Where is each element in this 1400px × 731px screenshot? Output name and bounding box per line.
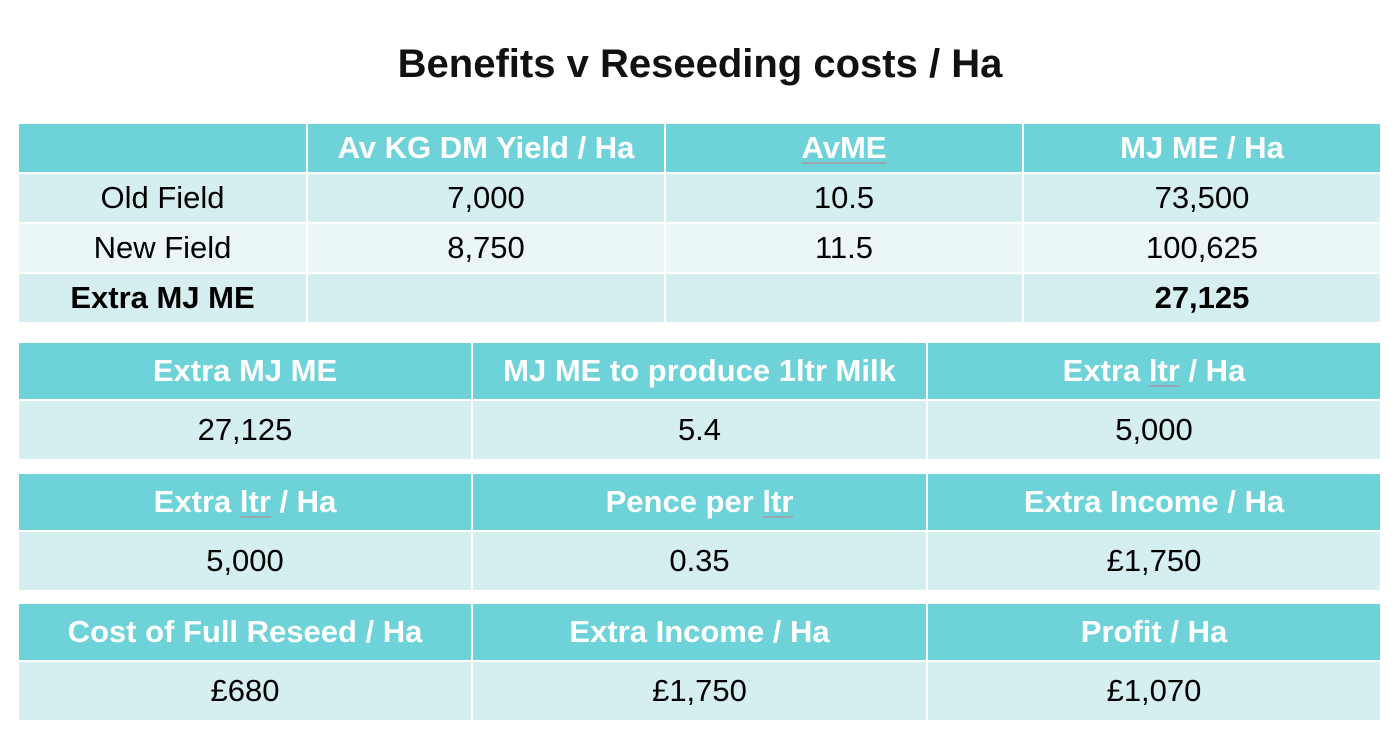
cell-yield — [306, 272, 666, 324]
header-yield: Av KG DM Yield / Ha — [306, 122, 666, 174]
extra-income-table: Extra ltr / Ha Pence per ltr Extra Incom… — [17, 472, 1382, 592]
cell-avme: 11.5 — [664, 222, 1024, 274]
header-blank — [17, 122, 308, 174]
header-avme: AvME — [664, 122, 1024, 174]
row-label: Extra MJ ME — [17, 272, 308, 324]
table-header-row: Extra MJ ME MJ ME to produce 1ltr Milk E… — [17, 341, 1382, 401]
cell-extra-litres: 5,000 — [926, 399, 1382, 461]
table-row-extra-mj-me: Extra MJ ME 27,125 — [17, 272, 1382, 324]
header-profit: Profit / Ha — [926, 602, 1382, 662]
header-reseed-cost: Cost of Full Reseed / Ha — [17, 602, 473, 662]
cell-avme — [664, 272, 1024, 324]
row-label: New Field — [17, 222, 308, 274]
cell-avme: 10.5 — [664, 172, 1024, 224]
header-mj-me-per-ha: MJ ME / Ha — [1022, 122, 1382, 174]
cell-pence-per-litre: 0.35 — [471, 530, 928, 592]
table-row-old-field: Old Field 7,000 10.5 73,500 — [17, 172, 1382, 224]
cell-extra-litres: 5,000 — [17, 530, 473, 592]
page-title: Benefits v Reseeding costs / Ha — [397, 42, 1003, 86]
header-mj-me-per-litre: MJ ME to produce 1ltr Milk — [471, 341, 928, 401]
cell-yield: 7,000 — [306, 172, 666, 224]
table-row-new-field: New Field 8,750 11.5 100,625 — [17, 222, 1382, 274]
header-extra-income: Extra Income / Ha — [471, 602, 928, 662]
header-pence-per-litre: Pence per ltr — [471, 472, 928, 532]
header-extra-litres: Extra ltr / Ha — [926, 341, 1382, 401]
table-row: £680 £1,750 £1,070 — [17, 660, 1382, 722]
energy-yield-table: Av KG DM Yield / Ha AvME MJ ME / Ha Old … — [17, 122, 1382, 324]
header-extra-litres: Extra ltr / Ha — [17, 472, 473, 532]
header-avme-label: AvME — [801, 130, 887, 165]
cell-yield: 8,750 — [306, 222, 666, 274]
cell-mj-me: 100,625 — [1022, 222, 1382, 274]
cell-profit: £1,070 — [926, 660, 1382, 722]
cell-mj-me: 73,500 — [1022, 172, 1382, 224]
cell-extra-income: £1,750 — [471, 660, 928, 722]
cell-extra-mj-me: 27,125 — [17, 399, 473, 461]
header-extra-mj-me: Extra MJ ME — [17, 341, 473, 401]
cell-reseed-cost: £680 — [17, 660, 473, 722]
table-row: 27,125 5.4 5,000 — [17, 399, 1382, 461]
header-extra-income: Extra Income / Ha — [926, 472, 1382, 532]
table-row: 5,000 0.35 £1,750 — [17, 530, 1382, 592]
cell-mj-me-per-litre: 5.4 — [471, 399, 928, 461]
cell-extra-income: £1,750 — [926, 530, 1382, 592]
table-header-row: Av KG DM Yield / Ha AvME MJ ME / Ha — [17, 122, 1382, 174]
extra-litres-table: Extra MJ ME MJ ME to produce 1ltr Milk E… — [17, 341, 1382, 461]
profit-table: Cost of Full Reseed / Ha Extra Income / … — [17, 602, 1382, 722]
table-header-row: Extra ltr / Ha Pence per ltr Extra Incom… — [17, 472, 1382, 532]
row-label: Old Field — [17, 172, 308, 224]
cell-mj-me: 27,125 — [1022, 272, 1382, 324]
table-header-row: Cost of Full Reseed / Ha Extra Income / … — [17, 602, 1382, 662]
